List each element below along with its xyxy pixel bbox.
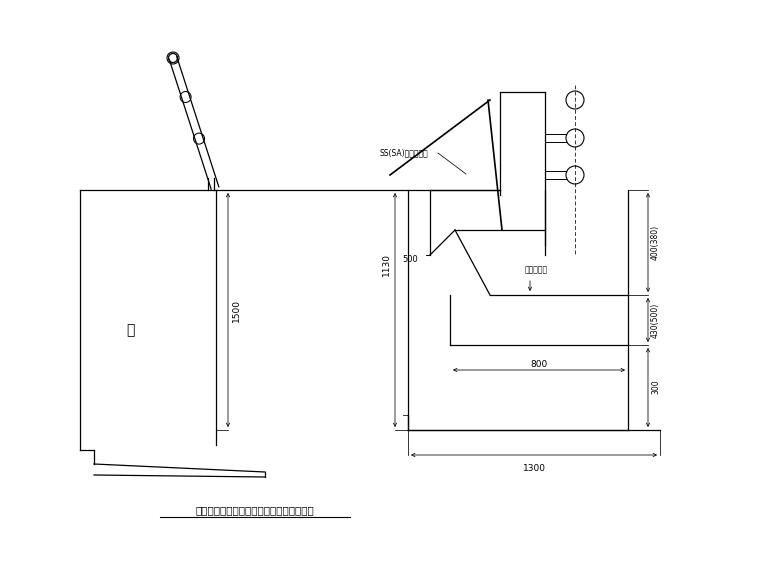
Text: 430(500): 430(500) bbox=[651, 303, 660, 337]
Text: 500: 500 bbox=[402, 256, 418, 264]
Text: 车行道铺面: 车行道铺面 bbox=[525, 265, 548, 275]
Text: 1130: 1130 bbox=[382, 253, 391, 276]
Text: 800: 800 bbox=[530, 360, 548, 369]
Text: 挡墙上为人行道栏杆和防撞栏杆结构示意图: 挡墙上为人行道栏杆和防撞栏杆结构示意图 bbox=[195, 505, 315, 515]
Text: 300: 300 bbox=[651, 380, 660, 394]
Text: 400(380): 400(380) bbox=[651, 224, 660, 260]
Text: 墙: 墙 bbox=[126, 323, 135, 337]
Text: 1300: 1300 bbox=[523, 464, 546, 473]
Text: SS(SA)级路侧护栏: SS(SA)级路侧护栏 bbox=[380, 149, 429, 157]
Text: 1500: 1500 bbox=[232, 299, 241, 321]
